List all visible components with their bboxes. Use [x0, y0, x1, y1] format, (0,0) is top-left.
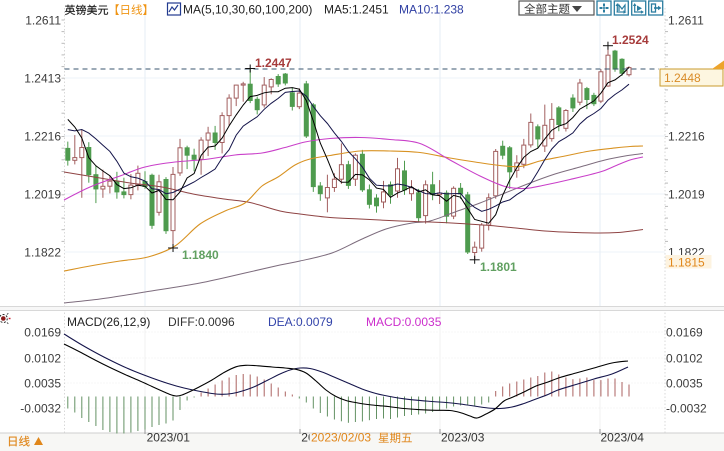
svg-text:1.2019: 1.2019 — [24, 188, 61, 202]
svg-text:1.2216: 1.2216 — [668, 130, 705, 144]
svg-text:MA(5,10,30,60,100,200): MA(5,10,30,60,100,200) — [183, 3, 312, 17]
svg-text:1.2216: 1.2216 — [24, 130, 61, 144]
svg-text:0.0102: 0.0102 — [24, 352, 61, 366]
svg-text:1.1840: 1.1840 — [182, 248, 219, 262]
svg-text:1.2413: 1.2413 — [24, 72, 61, 86]
svg-text:1.2611: 1.2611 — [668, 14, 704, 28]
svg-text:-0.0032: -0.0032 — [666, 402, 707, 416]
svg-text:-0.0032: -0.0032 — [20, 402, 61, 416]
svg-text:1.2448: 1.2448 — [664, 71, 701, 85]
svg-text:2023/03: 2023/03 — [441, 431, 485, 445]
svg-text:MA10:1.238: MA10:1.238 — [399, 3, 464, 17]
svg-text:2023/04: 2023/04 — [601, 431, 645, 445]
svg-text:1.1822: 1.1822 — [24, 246, 61, 260]
svg-text:2023/02/03: 2023/02/03 — [311, 431, 371, 445]
svg-text:1.1801: 1.1801 — [480, 260, 517, 274]
svg-text:1.2447: 1.2447 — [255, 56, 292, 70]
svg-text:1.2019: 1.2019 — [668, 188, 705, 202]
svg-text:2023/01: 2023/01 — [147, 431, 191, 445]
svg-text:1.2611: 1.2611 — [25, 14, 61, 28]
svg-text:1.2524: 1.2524 — [612, 33, 649, 47]
svg-text:0.0102: 0.0102 — [666, 352, 703, 366]
svg-text:MA5:1.2451: MA5:1.2451 — [324, 3, 389, 17]
svg-text:MACD(26,12,9): MACD(26,12,9) — [67, 315, 150, 329]
svg-text:MACD:0.0035: MACD:0.0035 — [366, 315, 442, 329]
svg-text:1.1815: 1.1815 — [668, 256, 705, 270]
svg-text:0.0035: 0.0035 — [666, 377, 703, 391]
svg-text:0.0035: 0.0035 — [24, 377, 61, 391]
svg-text:0.0169: 0.0169 — [666, 326, 703, 340]
svg-text:DEA:0.0079: DEA:0.0079 — [268, 315, 333, 329]
svg-text:DIFF:0.0096: DIFF:0.0096 — [168, 315, 235, 329]
svg-text:0.0169: 0.0169 — [24, 326, 61, 340]
